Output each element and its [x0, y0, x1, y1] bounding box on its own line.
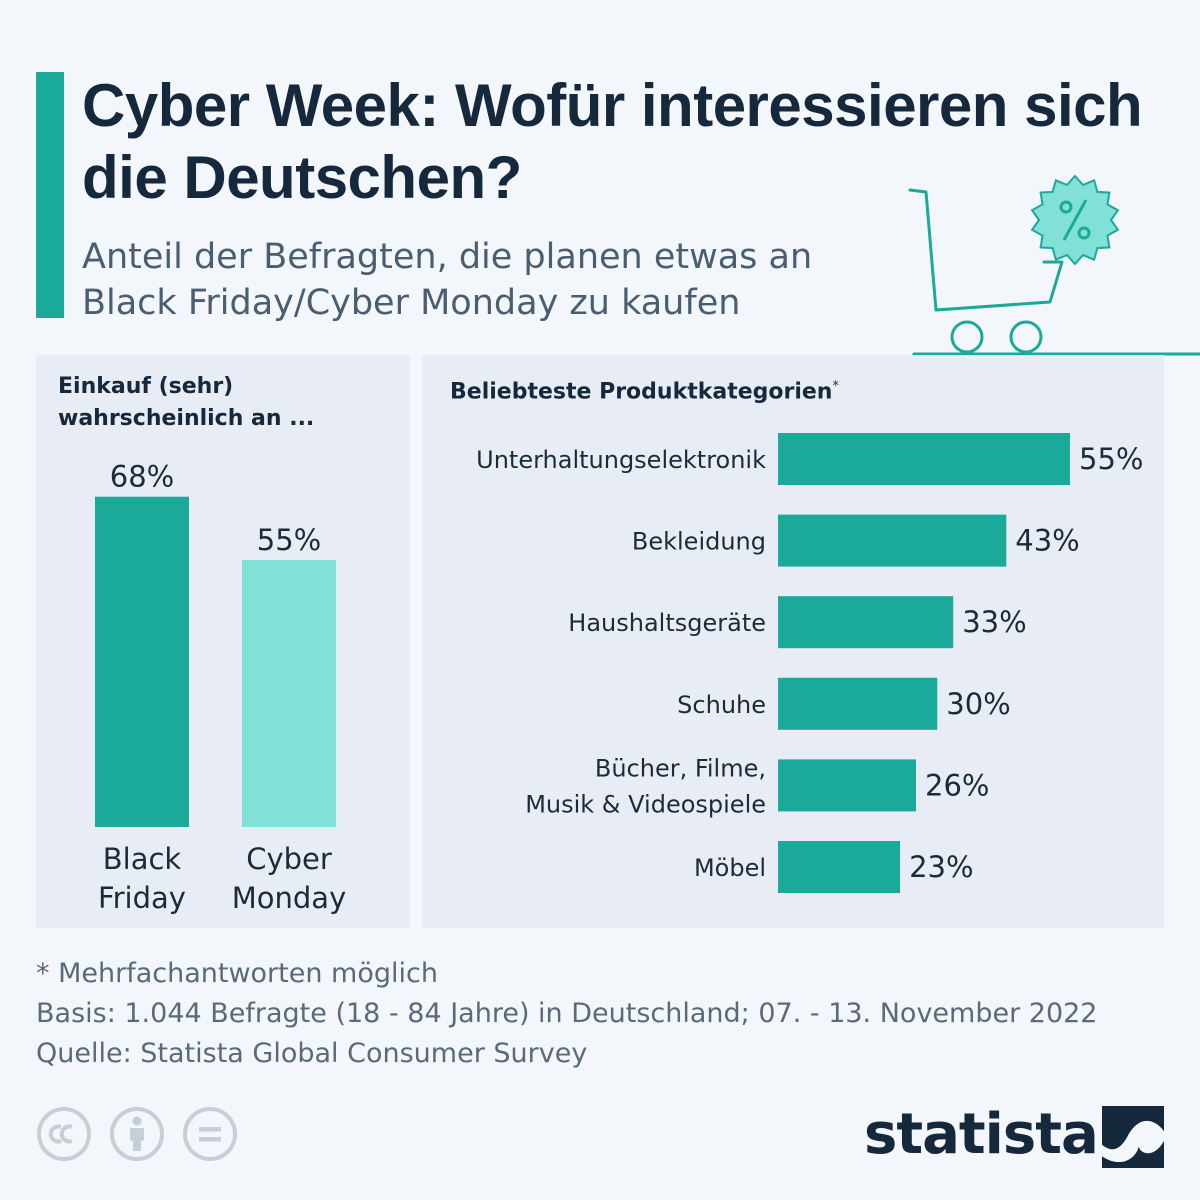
brand-wordmark: statista [864, 1102, 1099, 1167]
bar-category-1 [778, 433, 1070, 485]
bar-cyber-monday [242, 559, 336, 827]
value-label: 55% [257, 523, 321, 557]
category-label: Musik & Videospiele [525, 790, 766, 818]
left-chart-panel: Einkauf (sehr) wahrscheinlich an ... 68%… [36, 355, 410, 928]
no-derivatives-icon[interactable] [183, 1107, 237, 1161]
footnote-basis: Basis: 1.044 Befragte (18 - 84 Jahre) in… [36, 998, 1098, 1029]
category-label: Möbel [694, 854, 766, 882]
value-label: 55% [1079, 442, 1143, 476]
value-label: 30% [946, 687, 1010, 721]
bar-category-3 [778, 596, 954, 649]
statista-logo-icon [1102, 1106, 1164, 1168]
category-label: Unterhaltungselektronik [476, 446, 766, 474]
value-label: 26% [925, 768, 989, 802]
vertical-bar-chart: 68% Black Friday 55% Cyber Monday [95, 460, 347, 915]
value-label: 43% [1015, 524, 1079, 558]
footnote-multiple-answers: * Mehrfachantworten möglich [36, 958, 438, 989]
category-label: Cyber [246, 842, 332, 876]
footnotes: * Mehrfachantworten möglich Basis: 1.044… [36, 954, 1166, 1074]
value-label: 23% [909, 850, 973, 884]
category-label: Schuhe [677, 691, 766, 719]
footnote-marker: * [832, 379, 839, 394]
chart-title: Cyber Week: Wofür interessieren sich die… [82, 72, 1143, 211]
bar-black-friday [95, 496, 189, 827]
category-label: Bekleidung [632, 528, 766, 556]
title-accent-bar [36, 72, 64, 318]
bar-category-2 [778, 514, 1007, 567]
license-icons [37, 1107, 237, 1161]
horizontal-bar-chart: 55% Unterhaltungselektronik 43% Bekleidung 3… [476, 433, 1143, 893]
cc-icon[interactable] [37, 1107, 91, 1161]
bar-category-5 [778, 759, 917, 812]
bar-category-6 [778, 841, 901, 893]
category-label: Black [103, 842, 182, 876]
right-panel-title-text: Beliebteste Produktkategorien [450, 379, 833, 405]
right-panel-title: Beliebteste Produktkategorien* [450, 371, 1150, 408]
right-chart-panel: Beliebteste Produktkategorien* 55% Unterh… [422, 355, 1164, 928]
category-label: Haushaltsgeräte [568, 609, 766, 637]
bar-category-4 [778, 677, 938, 730]
value-label: 33% [962, 605, 1026, 639]
footnote-source: Quelle: Statista Global Consumer Survey [36, 1038, 588, 1069]
by-attribution-icon[interactable] [110, 1107, 164, 1161]
left-panel-title: Einkauf (sehr) wahrscheinlich an ... [58, 374, 315, 431]
category-label: Friday [98, 881, 186, 915]
category-label: Monday [232, 881, 347, 915]
value-label: 68% [110, 460, 174, 494]
category-label: Bücher, Filme, [595, 754, 766, 782]
statista-brand[interactable]: statista [864, 1098, 1174, 1174]
shopping-cart-percent-icon [908, 174, 1200, 356]
percent-badge-icon [1030, 174, 1120, 266]
chart-subtitle: Anteil der Befragten, die planen etwas a… [82, 237, 813, 323]
